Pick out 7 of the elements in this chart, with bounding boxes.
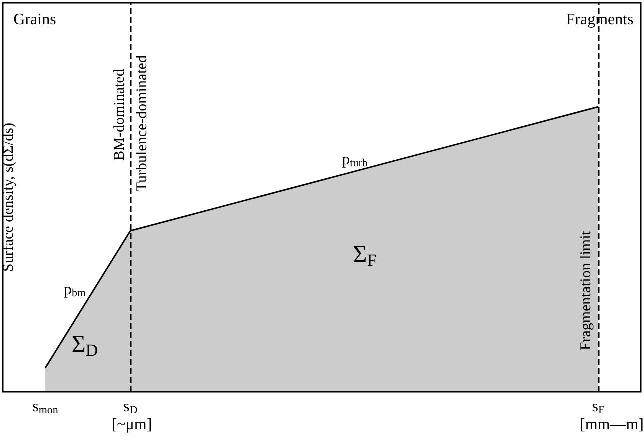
text: Fragments bbox=[566, 12, 634, 28]
text: Grains bbox=[14, 12, 56, 28]
text: [mm—m] bbox=[580, 416, 644, 434]
annotation: BM-dominated bbox=[112, 68, 128, 161]
ref-line-label: Turbulence-dominated bbox=[134, 55, 151, 192]
text: [~μm] bbox=[112, 416, 152, 434]
ref-line-label: Fragmentation limit bbox=[578, 230, 594, 351]
